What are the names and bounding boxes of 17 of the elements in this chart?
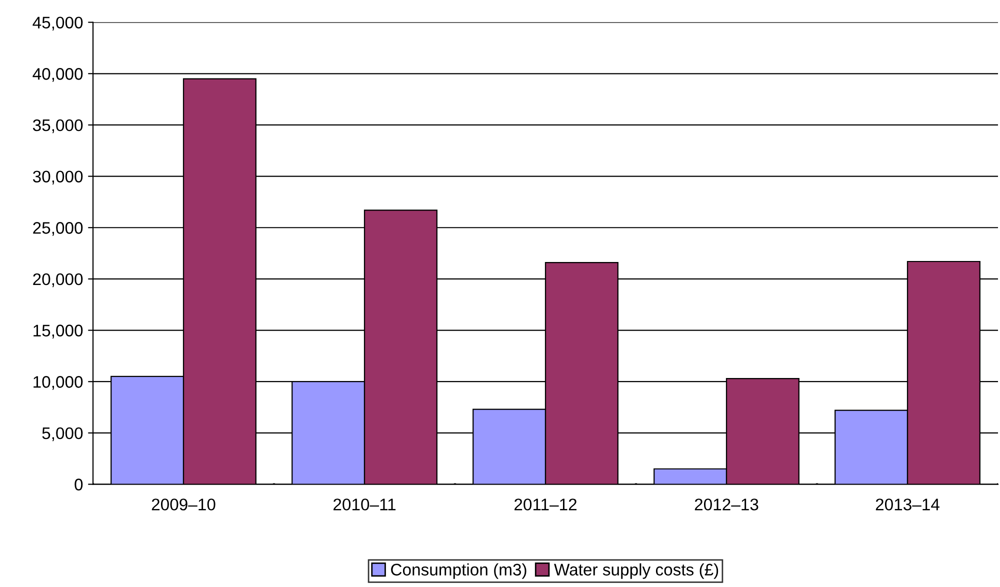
x-tick-label: 2012–13 [694, 498, 758, 510]
y-tick-label: 45,000 [32, 16, 83, 30]
y-tick-label: 10,000 [34, 376, 83, 390]
x-tick-label: 2013–14 [876, 498, 940, 510]
y-tick-label: 15,000 [34, 324, 83, 338]
y-tick-label: 30,000 [32, 170, 83, 184]
y-tick-label: 40,000 [32, 68, 83, 82]
y-tick-label: 0 [74, 478, 83, 490]
legend-label: Water supply costs (£) [554, 563, 718, 579]
x-tick-label: 2010–11 [334, 498, 396, 510]
x-tick-label: 2011–12 [514, 498, 576, 510]
x-tick-label: 2009–10 [152, 498, 216, 510]
y-tick-label: 5,000 [42, 427, 83, 442]
y-tick-label: 35,000 [32, 119, 83, 134]
y-tick-label: 25,000 [33, 222, 83, 236]
legend-label: Consumption (m3) [391, 563, 526, 579]
y-tick-label: 20,000 [33, 273, 83, 288]
